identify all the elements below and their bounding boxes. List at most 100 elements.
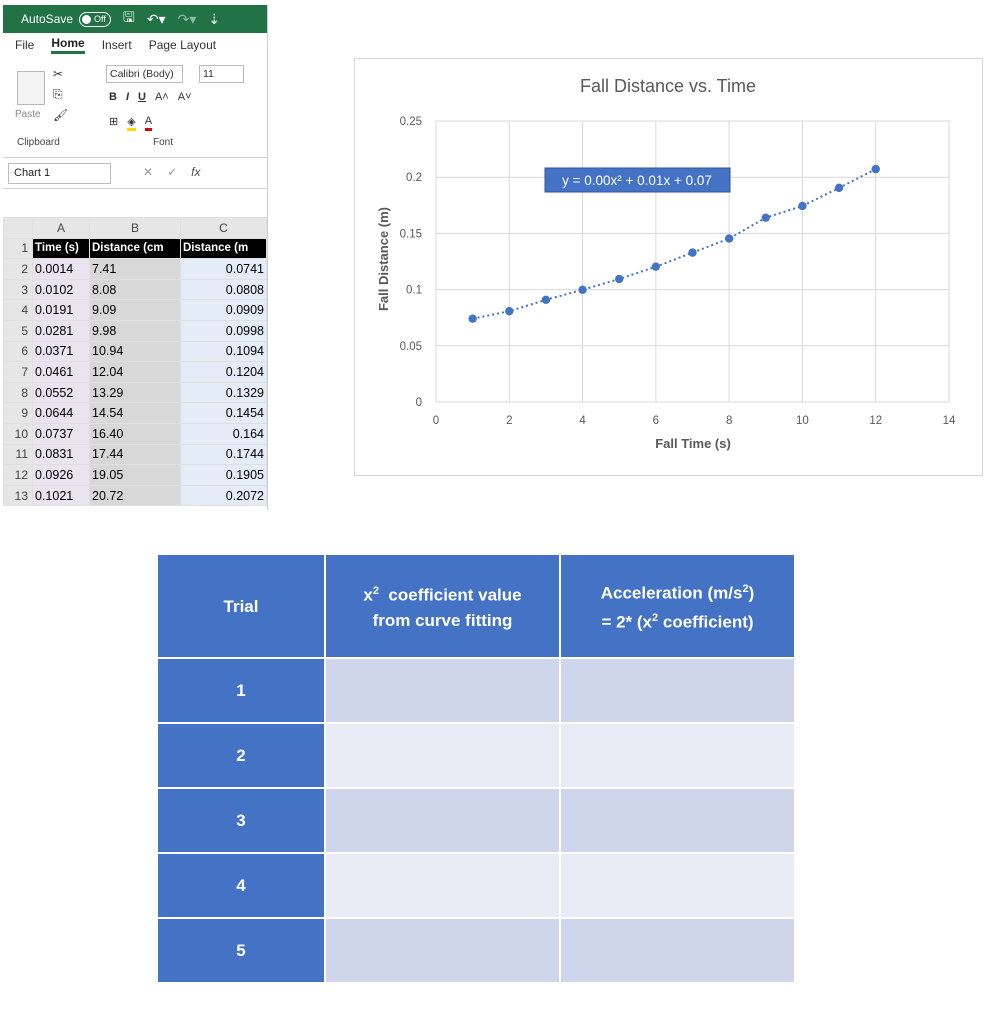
- row-header[interactable]: 11: [3, 443, 33, 466]
- cell-c1[interactable]: Distance (m: [180, 237, 267, 260]
- coefficient-cell[interactable]: [326, 789, 561, 854]
- row-header[interactable]: 9: [3, 402, 33, 424]
- select-all-corner[interactable]: [3, 217, 33, 239]
- trendline-label-box[interactable]: [544, 167, 731, 193]
- cell-c[interactable]: 0.0808: [180, 278, 267, 301]
- bold-button[interactable]: B: [109, 91, 117, 103]
- cancel-icon[interactable]: ✕: [143, 165, 154, 179]
- cell-a[interactable]: 0.0644: [32, 402, 90, 424]
- paste-icon[interactable]: [17, 71, 45, 105]
- cut-icon[interactable]: ✂: [53, 67, 64, 81]
- cell-a[interactable]: 0.0281: [32, 319, 90, 342]
- tab-file[interactable]: File: [15, 38, 35, 52]
- cell-c[interactable]: 0.1905: [180, 464, 267, 486]
- tab-insert[interactable]: Insert: [101, 38, 132, 52]
- tab-home[interactable]: Home: [51, 36, 85, 54]
- cell-b[interactable]: 9.09: [89, 299, 181, 321]
- cell-b[interactable]: 13.29: [89, 381, 181, 404]
- cell-a[interactable]: 0.0102: [32, 278, 90, 301]
- font-name-dropdown[interactable]: Calibri (Body): [106, 65, 183, 83]
- acceleration-cell[interactable]: [561, 659, 796, 724]
- row-header[interactable]: 7: [3, 361, 33, 383]
- cell-c[interactable]: 0.0741: [180, 258, 267, 280]
- cell-c[interactable]: 0.1454: [180, 402, 267, 424]
- cell-a[interactable]: 0.0552: [32, 381, 90, 404]
- formula-bar: Chart 1 ✕ ✓ fx: [3, 158, 267, 189]
- coefficient-cell[interactable]: [326, 659, 561, 724]
- cell-a[interactable]: 0.1021: [32, 484, 90, 507]
- underline-button[interactable]: U: [138, 91, 146, 103]
- cell-c[interactable]: 0.2072: [180, 484, 267, 507]
- cell-a[interactable]: 0.0371: [32, 340, 90, 363]
- font-color-icon[interactable]: A: [144, 115, 153, 131]
- copy-icon[interactable]: ⎘: [53, 87, 63, 101]
- font-size-dropdown[interactable]: 11: [199, 65, 244, 83]
- cell-a[interactable]: 0.0737: [32, 422, 90, 445]
- header-trial: Trial: [158, 555, 326, 659]
- enter-icon[interactable]: ✓: [167, 165, 178, 179]
- increase-font-icon[interactable]: A˄: [154, 91, 169, 103]
- cell-a1[interactable]: Time (s): [32, 237, 90, 260]
- coefficient-cell[interactable]: [326, 724, 561, 789]
- acceleration-cell[interactable]: [561, 854, 796, 919]
- save-icon[interactable]: 🖫: [122, 9, 135, 25]
- chart[interactable]: Fall Distance vs. Time 0 0.05 0.1 0.15 0.2 0.…: [354, 58, 983, 476]
- row-header[interactable]: 5: [3, 319, 33, 342]
- column-header-a[interactable]: A: [32, 217, 90, 239]
- row-header[interactable]: 8: [3, 381, 33, 404]
- format-painter-icon[interactable]: 🖌: [53, 108, 69, 122]
- cell-b[interactable]: 7.41: [89, 258, 181, 280]
- cell-a[interactable]: 0.0191: [32, 299, 90, 321]
- trendline-equation: y = 0.00x² + 0.01x + 0.07: [562, 173, 712, 188]
- column-header-c[interactable]: C: [180, 217, 267, 239]
- acceleration-cell[interactable]: [561, 789, 796, 854]
- cell-b[interactable]: 10.94: [89, 340, 181, 363]
- borders-icon[interactable]: ⊞: [109, 116, 119, 128]
- customize-qat-icon[interactable]: ⇣: [208, 10, 221, 27]
- cell-b[interactable]: 19.05: [89, 464, 181, 486]
- italic-button[interactable]: I: [125, 91, 130, 103]
- cell-b[interactable]: 9.98: [89, 319, 181, 342]
- row-header[interactable]: 6: [3, 340, 33, 363]
- cell-c[interactable]: 0.164: [180, 422, 267, 445]
- cell-a[interactable]: 0.0461: [32, 361, 90, 383]
- cell-a[interactable]: 0.0926: [32, 464, 90, 486]
- cell-c[interactable]: 0.1744: [180, 443, 267, 466]
- cell-b[interactable]: 17.44: [89, 443, 181, 466]
- cell-b[interactable]: 20.72: [89, 484, 181, 507]
- row-header[interactable]: 1: [3, 237, 33, 260]
- cell-c[interactable]: 0.0909: [180, 299, 267, 321]
- fill-color-icon[interactable]: ◈: [127, 115, 136, 131]
- insert-function-icon[interactable]: fx: [191, 165, 201, 179]
- coefficient-cell[interactable]: [326, 919, 561, 984]
- row-header[interactable]: 10: [3, 422, 33, 445]
- row-header[interactable]: 12: [3, 464, 33, 486]
- row-header[interactable]: 4: [3, 299, 33, 321]
- cell-c[interactable]: 0.1094: [180, 340, 267, 363]
- cell-c[interactable]: 0.1204: [180, 361, 267, 383]
- data-point: [834, 183, 844, 193]
- acceleration-cell[interactable]: [561, 919, 796, 984]
- acceleration-cell[interactable]: [561, 724, 796, 789]
- cell-b[interactable]: 12.04: [89, 361, 181, 383]
- column-header-b[interactable]: B: [89, 217, 181, 239]
- cell-a[interactable]: 0.0014: [32, 258, 90, 280]
- cell-b[interactable]: 8.08: [89, 278, 181, 301]
- row-header[interactable]: 3: [3, 278, 33, 301]
- cell-c[interactable]: 0.0998: [180, 319, 267, 342]
- cell-b1[interactable]: Distance (cm: [89, 237, 181, 260]
- decrease-font-icon[interactable]: A˅: [177, 91, 192, 103]
- row-header[interactable]: 2: [3, 258, 33, 280]
- coefficient-cell[interactable]: [326, 854, 561, 919]
- autosave-state: Off: [94, 14, 106, 24]
- name-box[interactable]: Chart 1: [8, 163, 111, 184]
- autosave-toggle[interactable]: Off: [79, 11, 111, 27]
- redo-icon[interactable]: ↷▾: [177, 10, 197, 27]
- cell-b[interactable]: 14.54: [89, 402, 181, 424]
- cell-a[interactable]: 0.0831: [32, 443, 90, 466]
- cell-c[interactable]: 0.1329: [180, 381, 267, 404]
- row-header[interactable]: 13: [3, 484, 33, 507]
- tab-page-layout[interactable]: Page Layout: [148, 38, 217, 52]
- undo-icon[interactable]: ↶▾: [146, 10, 166, 27]
- cell-b[interactable]: 16.40: [89, 422, 181, 445]
